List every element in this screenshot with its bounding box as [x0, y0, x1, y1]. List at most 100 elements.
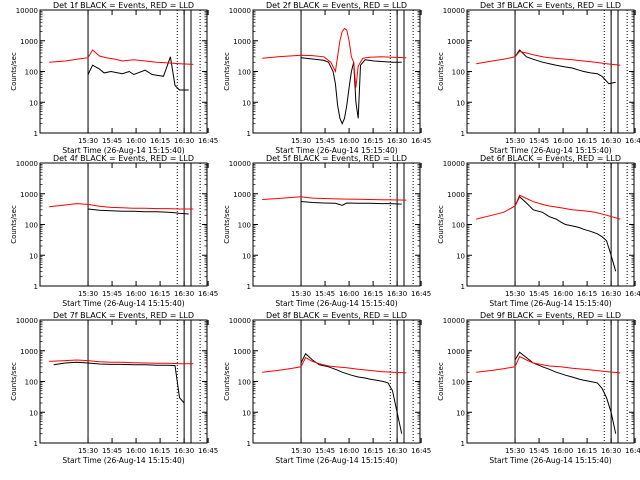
y-tick-label: 1000: [447, 38, 465, 46]
x-tick-label: 16:45: [625, 137, 640, 145]
chart-title: Det 7f BLACK = Events, RED = LLD: [53, 311, 194, 320]
y-tick-label: 10: [242, 99, 251, 107]
y-tick-label: 10: [242, 252, 251, 260]
y-axis-label: Counts/sec: [437, 52, 445, 91]
x-tick-label: 15:45: [315, 290, 335, 298]
y-axis-label: Counts/sec: [437, 362, 445, 401]
chart-title: Det 5f BLACK = Events, RED = LLD: [266, 154, 407, 163]
y-tick-label: 100: [238, 69, 251, 77]
lld-series-line: [476, 194, 621, 220]
y-tick-label: 1: [34, 130, 38, 138]
plot-frame: [39, 319, 208, 444]
y-tick-label: 1000: [20, 38, 38, 46]
lld-series-line: [262, 27, 407, 88]
x-tick-label: 16:15: [577, 137, 597, 145]
plot-frame: [252, 319, 421, 444]
x-tick-label: 16:15: [150, 137, 170, 145]
x-tick-label: 16:30: [601, 137, 621, 145]
y-tick-label: 10: [242, 409, 251, 417]
x-tick-label: 16:45: [411, 447, 431, 455]
x-tick-label: 15:30: [505, 137, 525, 145]
y-tick-label: 100: [238, 379, 251, 387]
y-axis-label: Counts/sec: [223, 52, 231, 91]
x-tick-label: 16:45: [198, 447, 218, 455]
lld-series-line: [476, 50, 621, 66]
chart-title: Det 2f BLACK = Events, RED = LLD: [266, 1, 407, 10]
y-tick-label: 1000: [20, 191, 38, 199]
y-tick-label: 10000: [229, 160, 251, 168]
y-tick-label: 1: [247, 283, 251, 291]
y-tick-label: 10: [456, 252, 465, 260]
x-tick-label: 15:30: [78, 137, 98, 145]
x-axis-label: Start Time (26-Aug-14 15:15:40): [62, 146, 184, 155]
x-axis-label: Start Time (26-Aug-14 15:15:40): [275, 456, 397, 465]
chart-panel-5: Det 5f BLACK = Events, RED = LLD 1 10 100 10…: [223, 154, 431, 308]
y-tick-label: 100: [25, 379, 38, 387]
plot-frame: [252, 162, 421, 287]
x-tick-label: 15:30: [505, 447, 525, 455]
y-tick-label: 1000: [233, 348, 251, 356]
y-axis-label: Counts/sec: [10, 205, 18, 244]
events-series-line: [87, 208, 189, 215]
y-tick-label: 1000: [233, 191, 251, 199]
y-tick-label: 100: [25, 222, 38, 230]
plot-frame: [466, 9, 635, 134]
y-tick-label: 10: [29, 252, 38, 260]
chart-title: Det 1f BLACK = Events, RED = LLD: [53, 1, 194, 10]
x-axis-label: Start Time (26-Aug-14 15:15:40): [62, 299, 184, 308]
chart-panel-2: Det 2f BLACK = Events, RED = LLD 1 10 100 10…: [223, 1, 431, 155]
y-tick-label: 1: [461, 283, 465, 291]
chart-panel-4: Det 4f BLACK = Events, RED = LLD 1 10 100 10…: [10, 154, 218, 308]
lld-series-line: [49, 49, 194, 65]
plot-frame: [252, 9, 421, 134]
x-tick-label: 15:45: [102, 447, 122, 455]
plot-frame: [39, 162, 208, 287]
events-series-line: [514, 351, 617, 434]
x-tick-label: 15:30: [78, 447, 98, 455]
events-series-line: [87, 56, 189, 91]
x-tick-label: 16:15: [363, 447, 383, 455]
x-tick-label: 16:45: [198, 137, 218, 145]
x-tick-label: 16:00: [126, 137, 146, 145]
y-tick-label: 10: [456, 99, 465, 107]
y-tick-label: 10: [456, 409, 465, 417]
y-tick-label: 1000: [447, 191, 465, 199]
events-series-line: [300, 201, 402, 206]
y-tick-label: 1000: [447, 348, 465, 356]
x-tick-label: 16:15: [150, 290, 170, 298]
y-axis-label: Counts/sec: [10, 362, 18, 401]
x-tick-label: 16:30: [387, 447, 407, 455]
y-tick-label: 10: [29, 99, 38, 107]
x-tick-label: 16:15: [363, 137, 383, 145]
lld-series-line: [49, 203, 194, 210]
y-tick-label: 1000: [233, 38, 251, 46]
y-tick-label: 1: [247, 440, 251, 448]
x-tick-label: 16:30: [174, 137, 194, 145]
lld-series-line: [262, 196, 407, 201]
y-tick-label: 1000: [20, 348, 38, 356]
x-tick-label: 15:45: [102, 137, 122, 145]
x-tick-label: 16:00: [553, 447, 573, 455]
x-tick-label: 16:30: [601, 447, 621, 455]
plot-frame: [466, 162, 635, 287]
events-series-line: [300, 352, 403, 434]
y-tick-label: 100: [452, 222, 465, 230]
chart-panel-7: Det 7f BLACK = Events, RED = LLD 1 10 100 10…: [10, 311, 218, 465]
x-tick-label: 15:30: [505, 290, 525, 298]
y-axis-label: Counts/sec: [437, 205, 445, 244]
y-tick-label: 10000: [229, 7, 251, 15]
x-tick-label: 16:15: [577, 290, 597, 298]
x-tick-label: 15:30: [78, 290, 98, 298]
x-tick-label: 16:30: [387, 290, 407, 298]
x-axis-label: Start Time (26-Aug-14 15:15:40): [489, 299, 611, 308]
events-series-line: [300, 57, 402, 125]
plot-frame: [39, 9, 208, 134]
lld-series-line: [476, 355, 621, 374]
x-tick-label: 15:30: [291, 137, 311, 145]
chart-panel-8: Det 8f BLACK = Events, RED = LLD 1 10 100 10…: [223, 311, 431, 465]
y-tick-label: 10000: [16, 7, 38, 15]
y-tick-label: 10000: [443, 160, 465, 168]
x-tick-label: 16:45: [198, 290, 218, 298]
y-tick-label: 10000: [443, 7, 465, 15]
